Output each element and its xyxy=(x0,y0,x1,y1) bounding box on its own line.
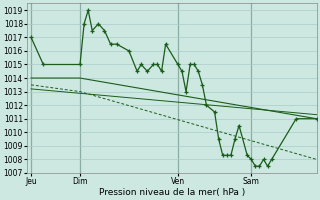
X-axis label: Pression niveau de la mer( hPa ): Pression niveau de la mer( hPa ) xyxy=(99,188,245,197)
